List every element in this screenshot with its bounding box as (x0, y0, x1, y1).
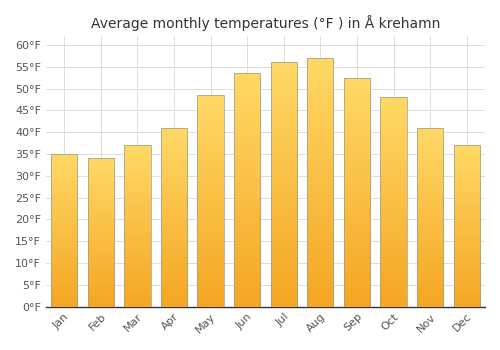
Bar (88, 159, 114, 307)
Bar (124, 145, 150, 307)
Bar (198, 95, 224, 307)
Bar (454, 145, 480, 307)
Title: Average monthly temperatures (°F ) in Å krehamn: Average monthly temperatures (°F ) in Å … (90, 15, 440, 31)
Bar (344, 78, 370, 307)
Bar (270, 62, 297, 307)
Bar (307, 58, 334, 307)
Bar (417, 128, 444, 307)
Bar (234, 74, 260, 307)
Bar (51, 154, 78, 307)
Bar (161, 128, 187, 307)
Bar (380, 97, 406, 307)
